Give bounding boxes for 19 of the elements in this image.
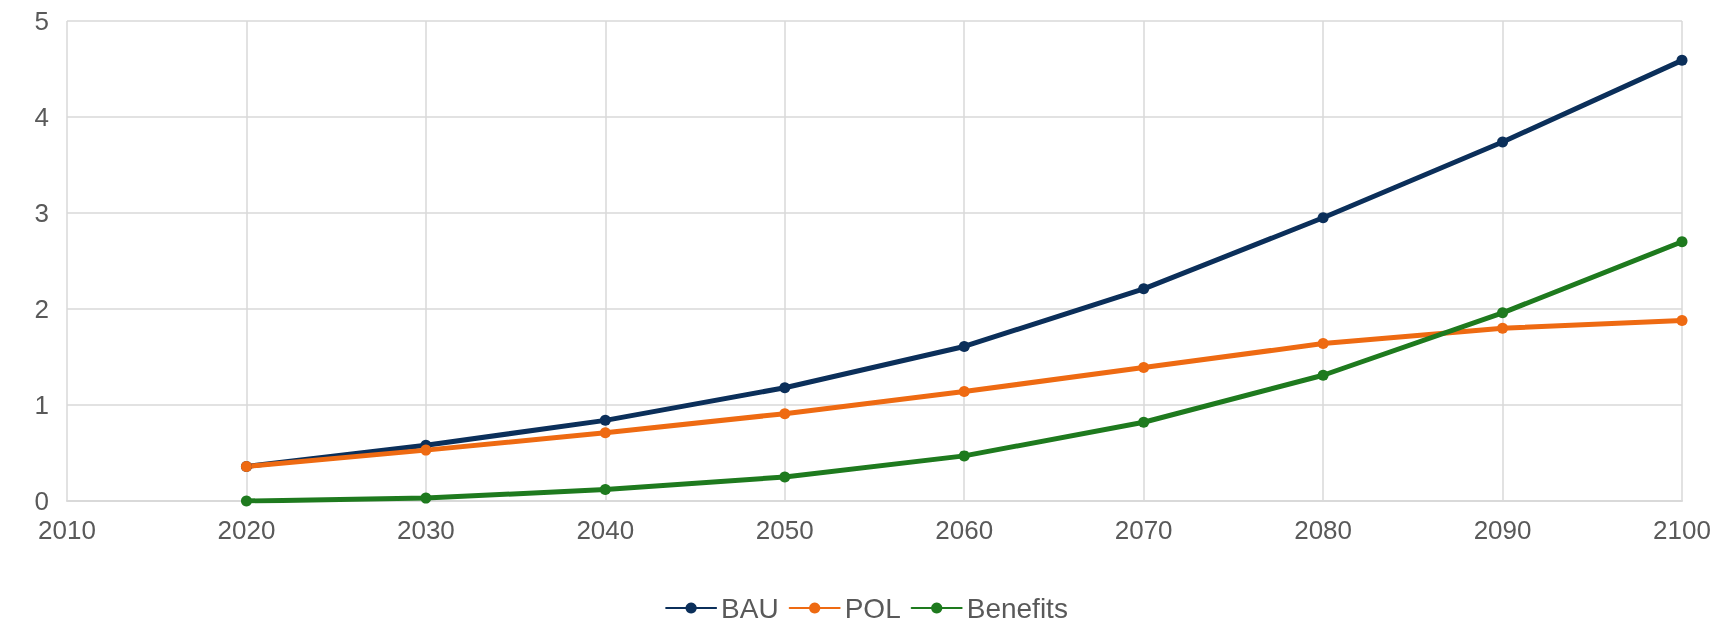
y-tick-label: 2 — [34, 294, 49, 324]
y-tick-label: 0 — [34, 486, 49, 516]
legend-label: BAU — [721, 592, 779, 624]
x-tick-label: 2010 — [38, 515, 96, 545]
legend-label: POL — [844, 592, 901, 624]
y-tick-label: 1 — [34, 390, 49, 420]
y-tick-label: 3 — [34, 198, 49, 228]
x-tick-label: 2060 — [935, 515, 994, 545]
x-tick-label: 2030 — [396, 515, 455, 545]
legend-label: Benefits — [966, 592, 1068, 624]
x-tick-label: 2090 — [1473, 515, 1532, 545]
x-tick-label: 2080 — [1294, 515, 1353, 545]
y-tick-label: 4 — [34, 102, 49, 132]
y-tick-label: 5 — [34, 6, 49, 36]
x-tick-label: 2100 — [1653, 515, 1711, 545]
x-tick-label: 2020 — [217, 515, 276, 545]
x-tick-label: 2050 — [755, 515, 814, 545]
x-tick-label: 2070 — [1114, 515, 1173, 545]
x-tick-label: 2040 — [576, 515, 635, 545]
